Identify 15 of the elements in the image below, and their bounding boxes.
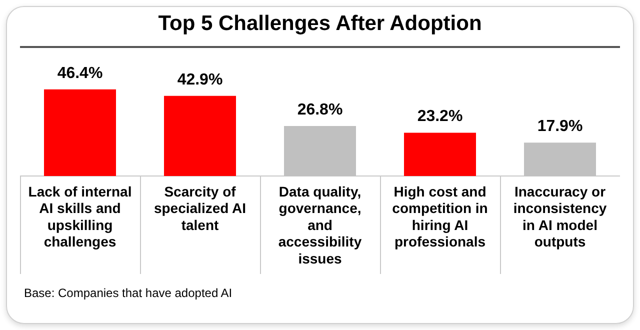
x-tick-label: Inaccuracy or inconsistency in AI model outputs — [513, 183, 607, 250]
bar — [404, 132, 476, 176]
x-tick-label: High cost and competition in hiring AI professionals — [392, 183, 488, 250]
chart-title: Top 5 Challenges After Adoption — [157, 12, 483, 36]
data-label: 46.4% — [57, 64, 103, 82]
data-label: 23.2% — [417, 108, 463, 126]
x-tick-label: Data quality, governance, and accessibility issues — [278, 183, 362, 266]
x-tick-label: Scarcity of specialized AI talent — [154, 183, 246, 233]
data-label: 26.8% — [297, 101, 343, 118]
data-label: 42.9% — [177, 71, 223, 88]
x-tick-label: Lack of internal AI skills and upskilling challenges — [28, 183, 132, 250]
text: Base: Companies that have adopted AI — [24, 286, 232, 300]
bar — [164, 96, 236, 176]
data-label: 17.9% — [537, 118, 583, 135]
bar — [44, 89, 116, 176]
